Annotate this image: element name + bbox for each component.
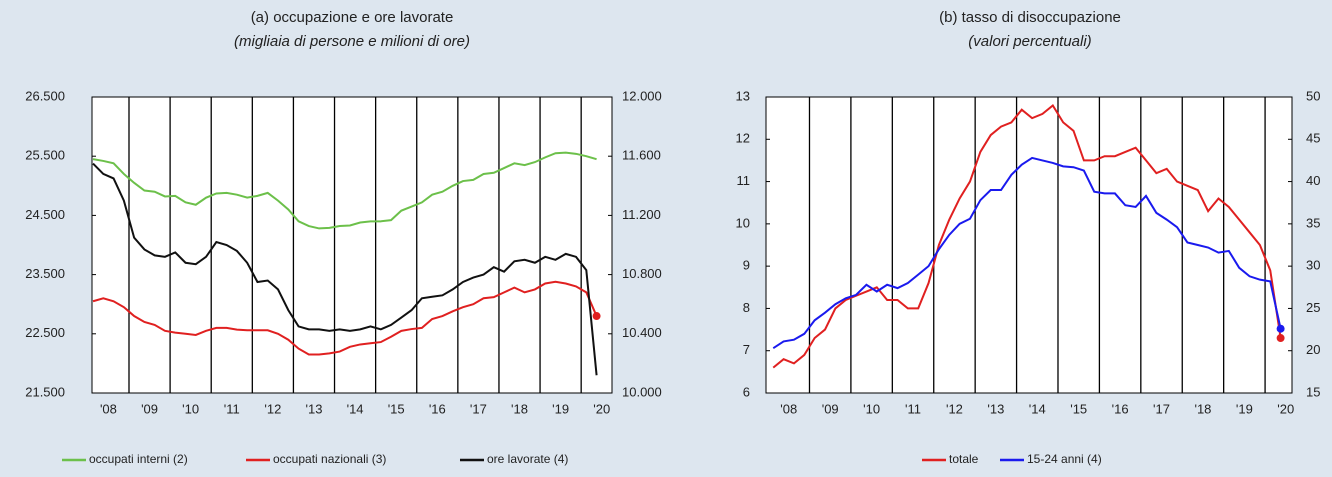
end-marker bbox=[1276, 334, 1285, 343]
x-tick-label: '14 bbox=[347, 401, 364, 416]
y-tick-label: 11 bbox=[737, 173, 751, 188]
x-tick-label: '14 bbox=[1029, 401, 1046, 416]
y-tick-label: 13 bbox=[736, 88, 750, 103]
y2-tick-label: 40 bbox=[1306, 173, 1320, 188]
x-tick-label: '18 bbox=[511, 401, 528, 416]
y-tick-label: 12 bbox=[736, 131, 750, 146]
x-tick-label: '17 bbox=[470, 401, 487, 416]
series-line bbox=[92, 280, 598, 356]
y-tick-label: 7 bbox=[743, 342, 750, 357]
x-tick-label: '09 bbox=[141, 401, 158, 416]
x-tick-label: '13 bbox=[305, 401, 322, 416]
y2-tick-label: 35 bbox=[1306, 215, 1320, 230]
y-tick-label: 23.500 bbox=[25, 266, 65, 281]
y2-tick-label: 10.000 bbox=[622, 384, 662, 399]
x-tick-label: '16 bbox=[1112, 401, 1129, 416]
plot-frame bbox=[91, 96, 613, 394]
plot-area bbox=[766, 97, 1292, 393]
y2-tick-label: 15 bbox=[1306, 384, 1320, 399]
series-line bbox=[92, 151, 597, 230]
x-tick-label: '20 bbox=[1277, 401, 1294, 416]
plot-area bbox=[92, 97, 612, 393]
legend-label: ore lavorate (4) bbox=[487, 452, 568, 466]
x-tick-label: '17 bbox=[1153, 401, 1170, 416]
chart-subtitle: (valori percentuali) bbox=[968, 33, 1091, 50]
plot-frame bbox=[765, 96, 1293, 394]
y2-tick-label: 30 bbox=[1306, 258, 1320, 273]
x-tick-label: '19 bbox=[1236, 401, 1253, 416]
x-tick-label: '11 bbox=[224, 401, 240, 416]
y-tick-label: 10 bbox=[736, 215, 750, 230]
end-marker bbox=[592, 312, 601, 321]
x-tick-label: '12 bbox=[946, 401, 963, 416]
y2-tick-label: 45 bbox=[1306, 131, 1320, 146]
series-line bbox=[772, 156, 1282, 350]
x-tick-label: '10 bbox=[863, 401, 880, 416]
y2-tick-label: 20 bbox=[1306, 342, 1320, 357]
x-tick-label: '12 bbox=[264, 401, 281, 416]
y-tick-label: 25.500 bbox=[25, 148, 65, 163]
x-tick-label: '16 bbox=[429, 401, 446, 416]
chart-title: (b) tasso di disoccupazione bbox=[939, 9, 1121, 26]
y2-tick-label: 11.600 bbox=[622, 148, 661, 163]
legend-label: totale bbox=[949, 452, 979, 466]
x-tick-label: '11 bbox=[905, 401, 921, 416]
y-tick-label: 22.500 bbox=[25, 325, 65, 340]
legend-label: 15-24 anni (4) bbox=[1027, 452, 1102, 466]
x-tick-label: '09 bbox=[822, 401, 839, 416]
x-tick-label: '08 bbox=[780, 401, 797, 416]
chart-subtitle: (migliaia di persone e milioni di ore) bbox=[234, 33, 470, 50]
x-tick-label: '20 bbox=[593, 401, 610, 416]
y-tick-label: 6 bbox=[743, 384, 750, 399]
series-line bbox=[772, 103, 1282, 369]
y-tick-label: 21.500 bbox=[25, 384, 65, 399]
end-marker bbox=[1276, 324, 1285, 333]
y2-tick-label: 11.200 bbox=[622, 207, 661, 222]
y2-tick-label: 25 bbox=[1306, 300, 1320, 315]
legend-label: occupati interni (2) bbox=[89, 452, 188, 466]
y2-tick-label: 10.400 bbox=[622, 325, 662, 340]
series-line bbox=[92, 162, 598, 376]
x-tick-label: '13 bbox=[987, 401, 1004, 416]
x-tick-label: '18 bbox=[1194, 401, 1211, 416]
x-tick-label: '15 bbox=[1070, 401, 1087, 416]
y2-tick-label: 12.000 bbox=[622, 88, 662, 103]
y2-tick-label: 10.800 bbox=[622, 266, 662, 281]
y-tick-label: 8 bbox=[743, 300, 750, 315]
x-tick-label: '19 bbox=[552, 401, 569, 416]
y2-tick-label: 50 bbox=[1306, 88, 1320, 103]
y-tick-label: 24.500 bbox=[25, 207, 65, 222]
x-tick-label: '15 bbox=[388, 401, 405, 416]
legend-label: occupati nazionali (3) bbox=[273, 452, 386, 466]
y-tick-label: 26.500 bbox=[25, 88, 65, 103]
x-tick-label: '08 bbox=[100, 401, 117, 416]
chart-title: (a) occupazione e ore lavorate bbox=[251, 9, 454, 26]
y-tick-label: 9 bbox=[743, 258, 750, 273]
x-tick-label: '10 bbox=[182, 401, 199, 416]
